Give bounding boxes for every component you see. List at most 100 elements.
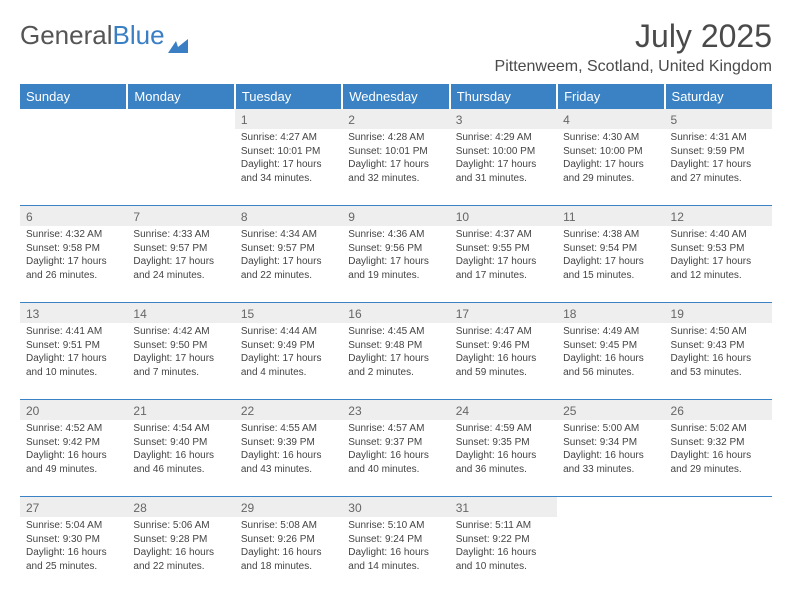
day-details: Sunrise: 4:59 AMSunset: 9:35 PMDaylight:… (456, 422, 551, 476)
day-number: 8 (235, 206, 342, 226)
calendar-cell: 25Sunrise: 5:00 AMSunset: 9:34 PMDayligh… (557, 400, 664, 497)
day-details: Sunrise: 4:54 AMSunset: 9:40 PMDaylight:… (133, 422, 228, 476)
calendar-cell: 24Sunrise: 4:59 AMSunset: 9:35 PMDayligh… (450, 400, 557, 497)
calendar-row: 1Sunrise: 4:27 AMSunset: 10:01 PMDayligh… (20, 109, 772, 206)
day-details: Sunrise: 5:10 AMSunset: 9:24 PMDaylight:… (348, 519, 443, 573)
day-details: Sunrise: 4:34 AMSunset: 9:57 PMDaylight:… (241, 228, 336, 282)
header: GeneralBlue July 2025 Pittenweem, Scotla… (20, 20, 772, 76)
calendar-cell: 23Sunrise: 4:57 AMSunset: 9:37 PMDayligh… (342, 400, 449, 497)
day-header: Monday (127, 84, 234, 109)
calendar-cell (665, 497, 772, 594)
calendar-cell: 28Sunrise: 5:06 AMSunset: 9:28 PMDayligh… (127, 497, 234, 594)
day-details: Sunrise: 4:44 AMSunset: 9:49 PMDaylight:… (241, 325, 336, 379)
calendar-cell: 30Sunrise: 5:10 AMSunset: 9:24 PMDayligh… (342, 497, 449, 594)
calendar-cell: 29Sunrise: 5:08 AMSunset: 9:26 PMDayligh… (235, 497, 342, 594)
day-number: 4 (557, 109, 664, 129)
calendar-row: 13Sunrise: 4:41 AMSunset: 9:51 PMDayligh… (20, 303, 772, 400)
calendar-cell: 10Sunrise: 4:37 AMSunset: 9:55 PMDayligh… (450, 206, 557, 303)
calendar-cell: 20Sunrise: 4:52 AMSunset: 9:42 PMDayligh… (20, 400, 127, 497)
day-details: Sunrise: 4:40 AMSunset: 9:53 PMDaylight:… (671, 228, 766, 282)
location: Pittenweem, Scotland, United Kingdom (495, 58, 772, 76)
day-number: 27 (20, 497, 127, 517)
brand-word2: Blue (113, 20, 165, 51)
calendar-cell: 2Sunrise: 4:28 AMSunset: 10:01 PMDayligh… (342, 109, 449, 206)
day-number: 10 (450, 206, 557, 226)
day-number: 17 (450, 303, 557, 323)
calendar-cell: 18Sunrise: 4:49 AMSunset: 9:45 PMDayligh… (557, 303, 664, 400)
calendar-cell: 15Sunrise: 4:44 AMSunset: 9:49 PMDayligh… (235, 303, 342, 400)
day-details: Sunrise: 5:02 AMSunset: 9:32 PMDaylight:… (671, 422, 766, 476)
calendar-cell (127, 109, 234, 206)
day-number: 9 (342, 206, 449, 226)
calendar-row: 20Sunrise: 4:52 AMSunset: 9:42 PMDayligh… (20, 400, 772, 497)
calendar-cell: 12Sunrise: 4:40 AMSunset: 9:53 PMDayligh… (665, 206, 772, 303)
day-details: Sunrise: 4:28 AMSunset: 10:01 PMDaylight… (348, 131, 443, 185)
day-details: Sunrise: 4:57 AMSunset: 9:37 PMDaylight:… (348, 422, 443, 476)
day-details: Sunrise: 4:49 AMSunset: 9:45 PMDaylight:… (563, 325, 658, 379)
calendar-cell: 31Sunrise: 5:11 AMSunset: 9:22 PMDayligh… (450, 497, 557, 594)
day-number: 26 (665, 400, 772, 420)
calendar-cell: 27Sunrise: 5:04 AMSunset: 9:30 PMDayligh… (20, 497, 127, 594)
day-number: 19 (665, 303, 772, 323)
calendar-cell: 5Sunrise: 4:31 AMSunset: 9:59 PMDaylight… (665, 109, 772, 206)
month-title: July 2025 (495, 20, 772, 52)
title-block: July 2025 Pittenweem, Scotland, United K… (495, 20, 772, 76)
day-details: Sunrise: 4:32 AMSunset: 9:58 PMDaylight:… (26, 228, 121, 282)
calendar-cell: 6Sunrise: 4:32 AMSunset: 9:58 PMDaylight… (20, 206, 127, 303)
calendar-cell: 21Sunrise: 4:54 AMSunset: 9:40 PMDayligh… (127, 400, 234, 497)
day-details: Sunrise: 4:45 AMSunset: 9:48 PMDaylight:… (348, 325, 443, 379)
day-number: 24 (450, 400, 557, 420)
day-number: 6 (20, 206, 127, 226)
day-number: 30 (342, 497, 449, 517)
calendar-table: SundayMondayTuesdayWednesdayThursdayFrid… (20, 84, 772, 593)
day-header: Wednesday (342, 84, 449, 109)
day-details: Sunrise: 5:08 AMSunset: 9:26 PMDaylight:… (241, 519, 336, 573)
day-number: 16 (342, 303, 449, 323)
day-number: 15 (235, 303, 342, 323)
day-details: Sunrise: 5:00 AMSunset: 9:34 PMDaylight:… (563, 422, 658, 476)
day-details: Sunrise: 4:38 AMSunset: 9:54 PMDaylight:… (563, 228, 658, 282)
calendar-cell: 26Sunrise: 5:02 AMSunset: 9:32 PMDayligh… (665, 400, 772, 497)
day-header: Tuesday (235, 84, 342, 109)
calendar-head: SundayMondayTuesdayWednesdayThursdayFrid… (20, 84, 772, 109)
calendar-cell: 14Sunrise: 4:42 AMSunset: 9:50 PMDayligh… (127, 303, 234, 400)
day-header: Friday (557, 84, 664, 109)
calendar-body: 1Sunrise: 4:27 AMSunset: 10:01 PMDayligh… (20, 109, 772, 593)
day-number: 22 (235, 400, 342, 420)
day-details: Sunrise: 5:06 AMSunset: 9:28 PMDaylight:… (133, 519, 228, 573)
calendar-cell: 3Sunrise: 4:29 AMSunset: 10:00 PMDayligh… (450, 109, 557, 206)
day-details: Sunrise: 4:55 AMSunset: 9:39 PMDaylight:… (241, 422, 336, 476)
calendar-cell (557, 497, 664, 594)
day-number: 18 (557, 303, 664, 323)
day-header: Sunday (20, 84, 127, 109)
day-number: 13 (20, 303, 127, 323)
calendar-cell: 8Sunrise: 4:34 AMSunset: 9:57 PMDaylight… (235, 206, 342, 303)
day-number: 3 (450, 109, 557, 129)
day-number: 31 (450, 497, 557, 517)
day-number: 20 (20, 400, 127, 420)
day-number: 14 (127, 303, 234, 323)
day-number: 21 (127, 400, 234, 420)
calendar-cell: 9Sunrise: 4:36 AMSunset: 9:56 PMDaylight… (342, 206, 449, 303)
day-number: 25 (557, 400, 664, 420)
brand-word1: General (20, 20, 113, 51)
calendar-cell: 13Sunrise: 4:41 AMSunset: 9:51 PMDayligh… (20, 303, 127, 400)
day-number: 5 (665, 109, 772, 129)
day-number: 1 (235, 109, 342, 129)
calendar-cell: 16Sunrise: 4:45 AMSunset: 9:48 PMDayligh… (342, 303, 449, 400)
calendar-cell: 1Sunrise: 4:27 AMSunset: 10:01 PMDayligh… (235, 109, 342, 206)
day-header: Saturday (665, 84, 772, 109)
day-header: Thursday (450, 84, 557, 109)
calendar-row: 6Sunrise: 4:32 AMSunset: 9:58 PMDaylight… (20, 206, 772, 303)
day-number: 28 (127, 497, 234, 517)
calendar-cell (20, 109, 127, 206)
day-number: 23 (342, 400, 449, 420)
calendar-cell: 4Sunrise: 4:30 AMSunset: 10:00 PMDayligh… (557, 109, 664, 206)
day-number: 2 (342, 109, 449, 129)
brand-mark-icon (168, 29, 188, 43)
page: GeneralBlue July 2025 Pittenweem, Scotla… (0, 0, 792, 612)
day-details: Sunrise: 4:33 AMSunset: 9:57 PMDaylight:… (133, 228, 228, 282)
day-details: Sunrise: 4:27 AMSunset: 10:01 PMDaylight… (241, 131, 336, 185)
brand-logo: GeneralBlue (20, 20, 188, 51)
day-details: Sunrise: 5:04 AMSunset: 9:30 PMDaylight:… (26, 519, 121, 573)
